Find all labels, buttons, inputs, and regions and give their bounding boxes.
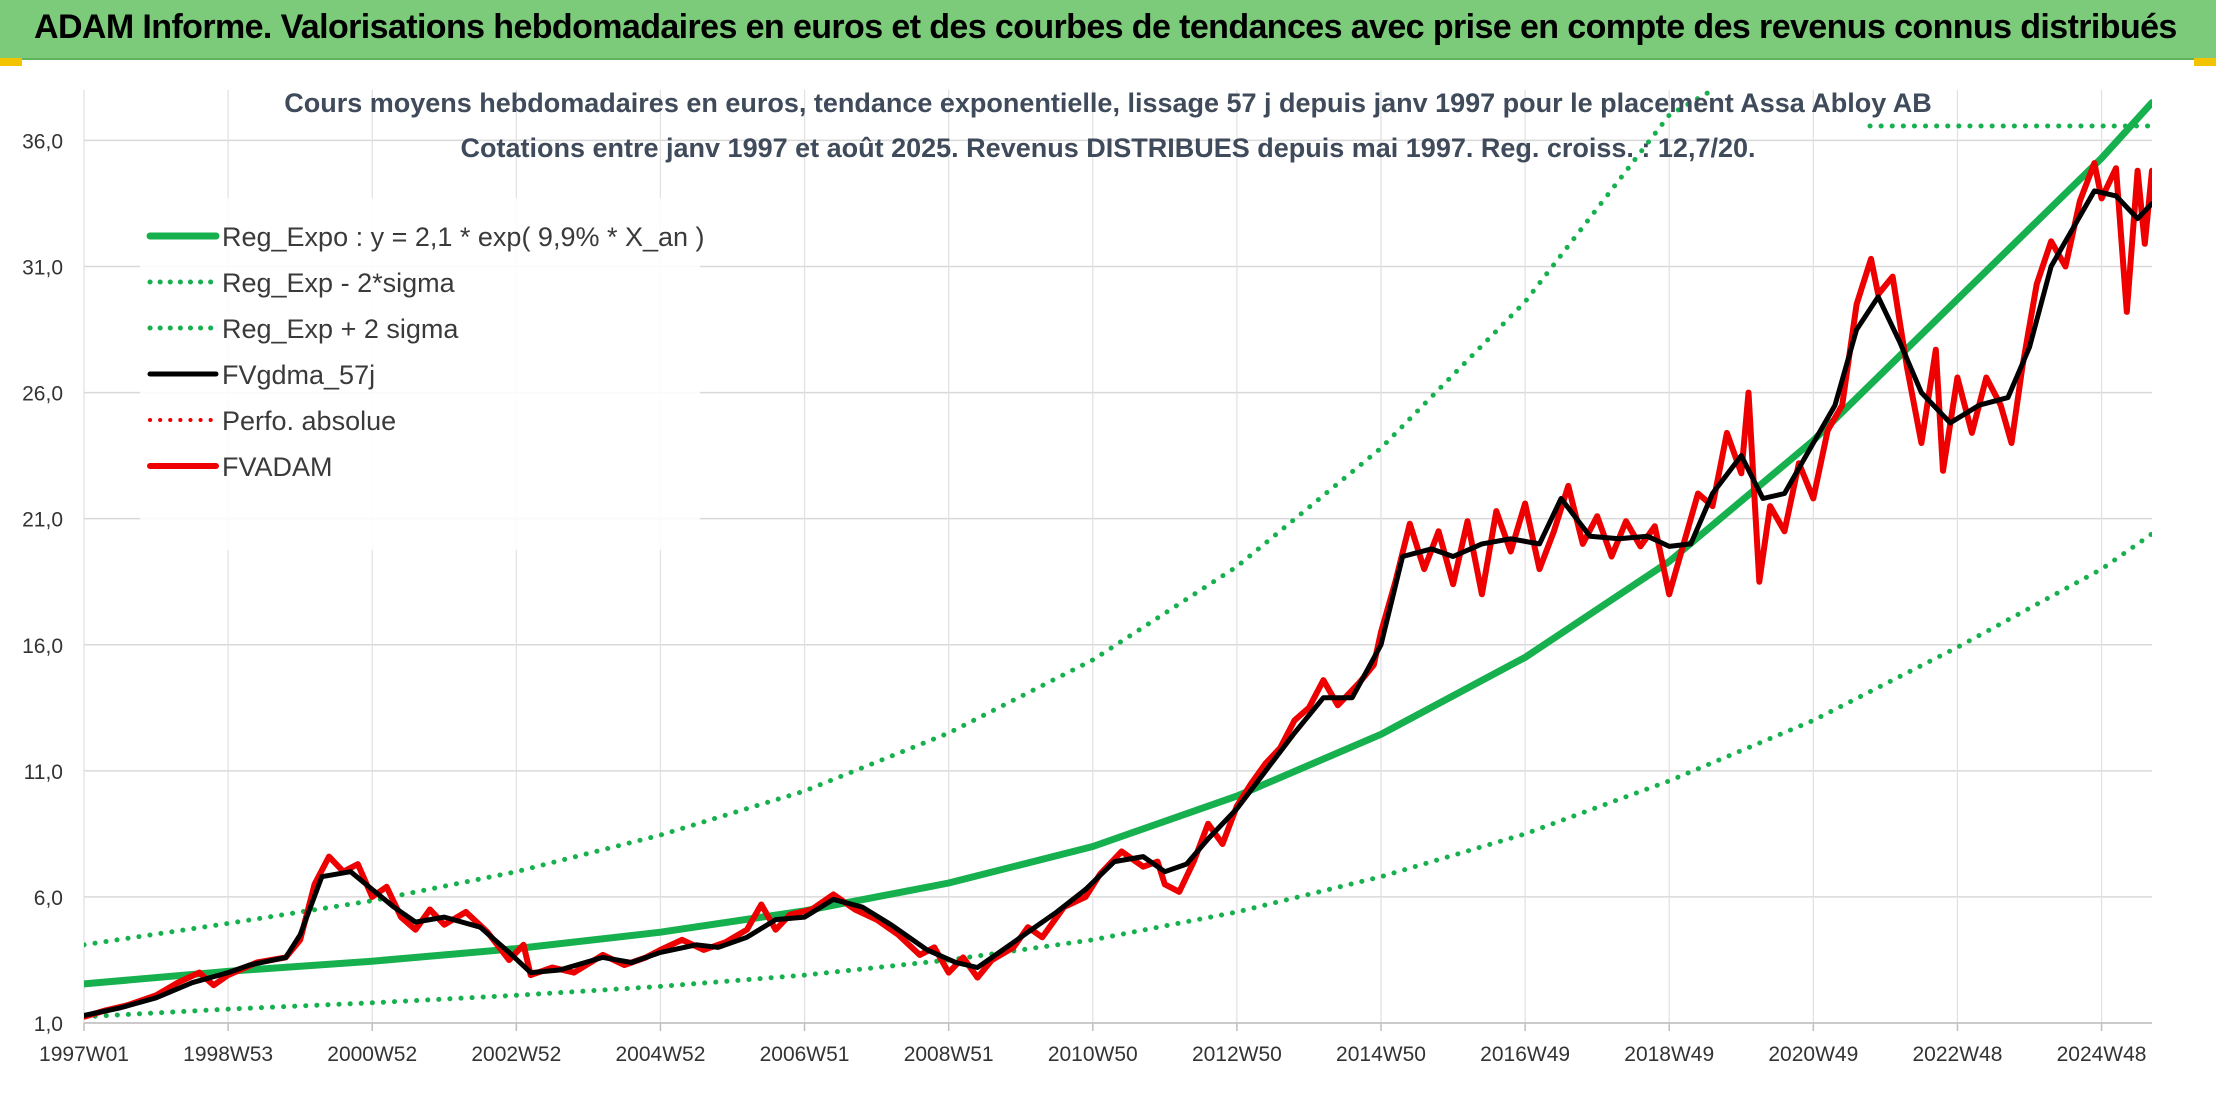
chart-subtitle: Cotations entre janv 1997 et août 2025. …	[461, 133, 1756, 163]
x-tick-label: 1997W01	[39, 1043, 129, 1066]
legend-label: Reg_Exp - 2*sigma	[222, 268, 456, 298]
legend-label: Reg_Exp + 2 sigma	[222, 314, 459, 344]
y-tick-label: 6,0	[34, 887, 63, 910]
x-tick-label: 2018W49	[1624, 1043, 1714, 1066]
x-tick-label: 2000W52	[327, 1043, 417, 1066]
legend: Reg_Expo : y = 2,1 * exp( 9,9% * X_an ) R…	[140, 198, 705, 550]
legend-label: Reg_Expo : y = 2,1 * exp( 9,9% * X_an )	[222, 222, 705, 252]
y-tick-label: 31,0	[22, 257, 63, 280]
chart-area: 1,0 6,0 11,0 16,0 21,0 26,0 31,0 36,0 1997W01 19…	[0, 60, 2216, 1106]
x-tick-label: 2002W52	[471, 1043, 561, 1066]
report-banner: ADAM Informe. Valorisations hebdomadaire…	[0, 0, 2216, 60]
y-tick-label: 26,0	[22, 383, 63, 406]
x-tick-label: 2022W48	[1912, 1043, 2002, 1066]
legend-label: FVADAM	[222, 452, 333, 482]
x-tick-label: 2004W52	[615, 1043, 705, 1066]
series-line-3	[84, 188, 2152, 1018]
x-tick-label: 2006W51	[760, 1043, 850, 1066]
chart-title: Cours moyens hebdomadaires en euros, ten…	[284, 88, 1932, 118]
series-line-2	[84, 90, 1715, 948]
y-tick-label: 16,0	[22, 635, 63, 658]
x-tick-label: 2012W50	[1192, 1043, 1282, 1066]
y-tick-label: 21,0	[22, 509, 63, 532]
y-axis-ticks: 1,0 6,0 11,0 16,0 21,0 26,0 31,0 36,0	[22, 130, 63, 1036]
grid	[83, 90, 2152, 1024]
x-tick-label: 1998W53	[183, 1043, 273, 1066]
x-tick-label: 2024W48	[2057, 1043, 2147, 1066]
y-tick-label: 11,0	[24, 761, 63, 784]
x-tick-label: 2016W49	[1480, 1043, 1570, 1066]
report-title: ADAM Informe. Valorisations hebdomadaire…	[34, 8, 2177, 46]
corner-marker-left	[0, 58, 22, 66]
x-tick-label: 2014W50	[1336, 1043, 1426, 1066]
x-tick-label: 2008W51	[904, 1043, 994, 1066]
x-tick-label: 2010W50	[1048, 1043, 1138, 1066]
x-tick-label: 2020W49	[1768, 1043, 1858, 1066]
line-chart: 1,06,011,016,021,026,031,036,0 1997W01 19…	[22, 88, 2153, 1066]
y-tick-label: 36,0	[22, 130, 63, 153]
legend-label: FVgdma_57j	[222, 360, 375, 390]
legend-label: Perfo. absolue	[222, 406, 396, 436]
series-group	[84, 90, 2153, 1020]
corner-marker-right	[2194, 58, 2216, 66]
series-line-1	[84, 531, 2152, 1020]
legend-box	[140, 198, 700, 550]
series-line-0	[84, 99, 2152, 988]
y-tick-label: 1,0	[34, 1013, 63, 1036]
x-axis-ticks: 1997W01 1998W53 2000W52 2002W52 2004W52 2006W…	[39, 1023, 2147, 1066]
